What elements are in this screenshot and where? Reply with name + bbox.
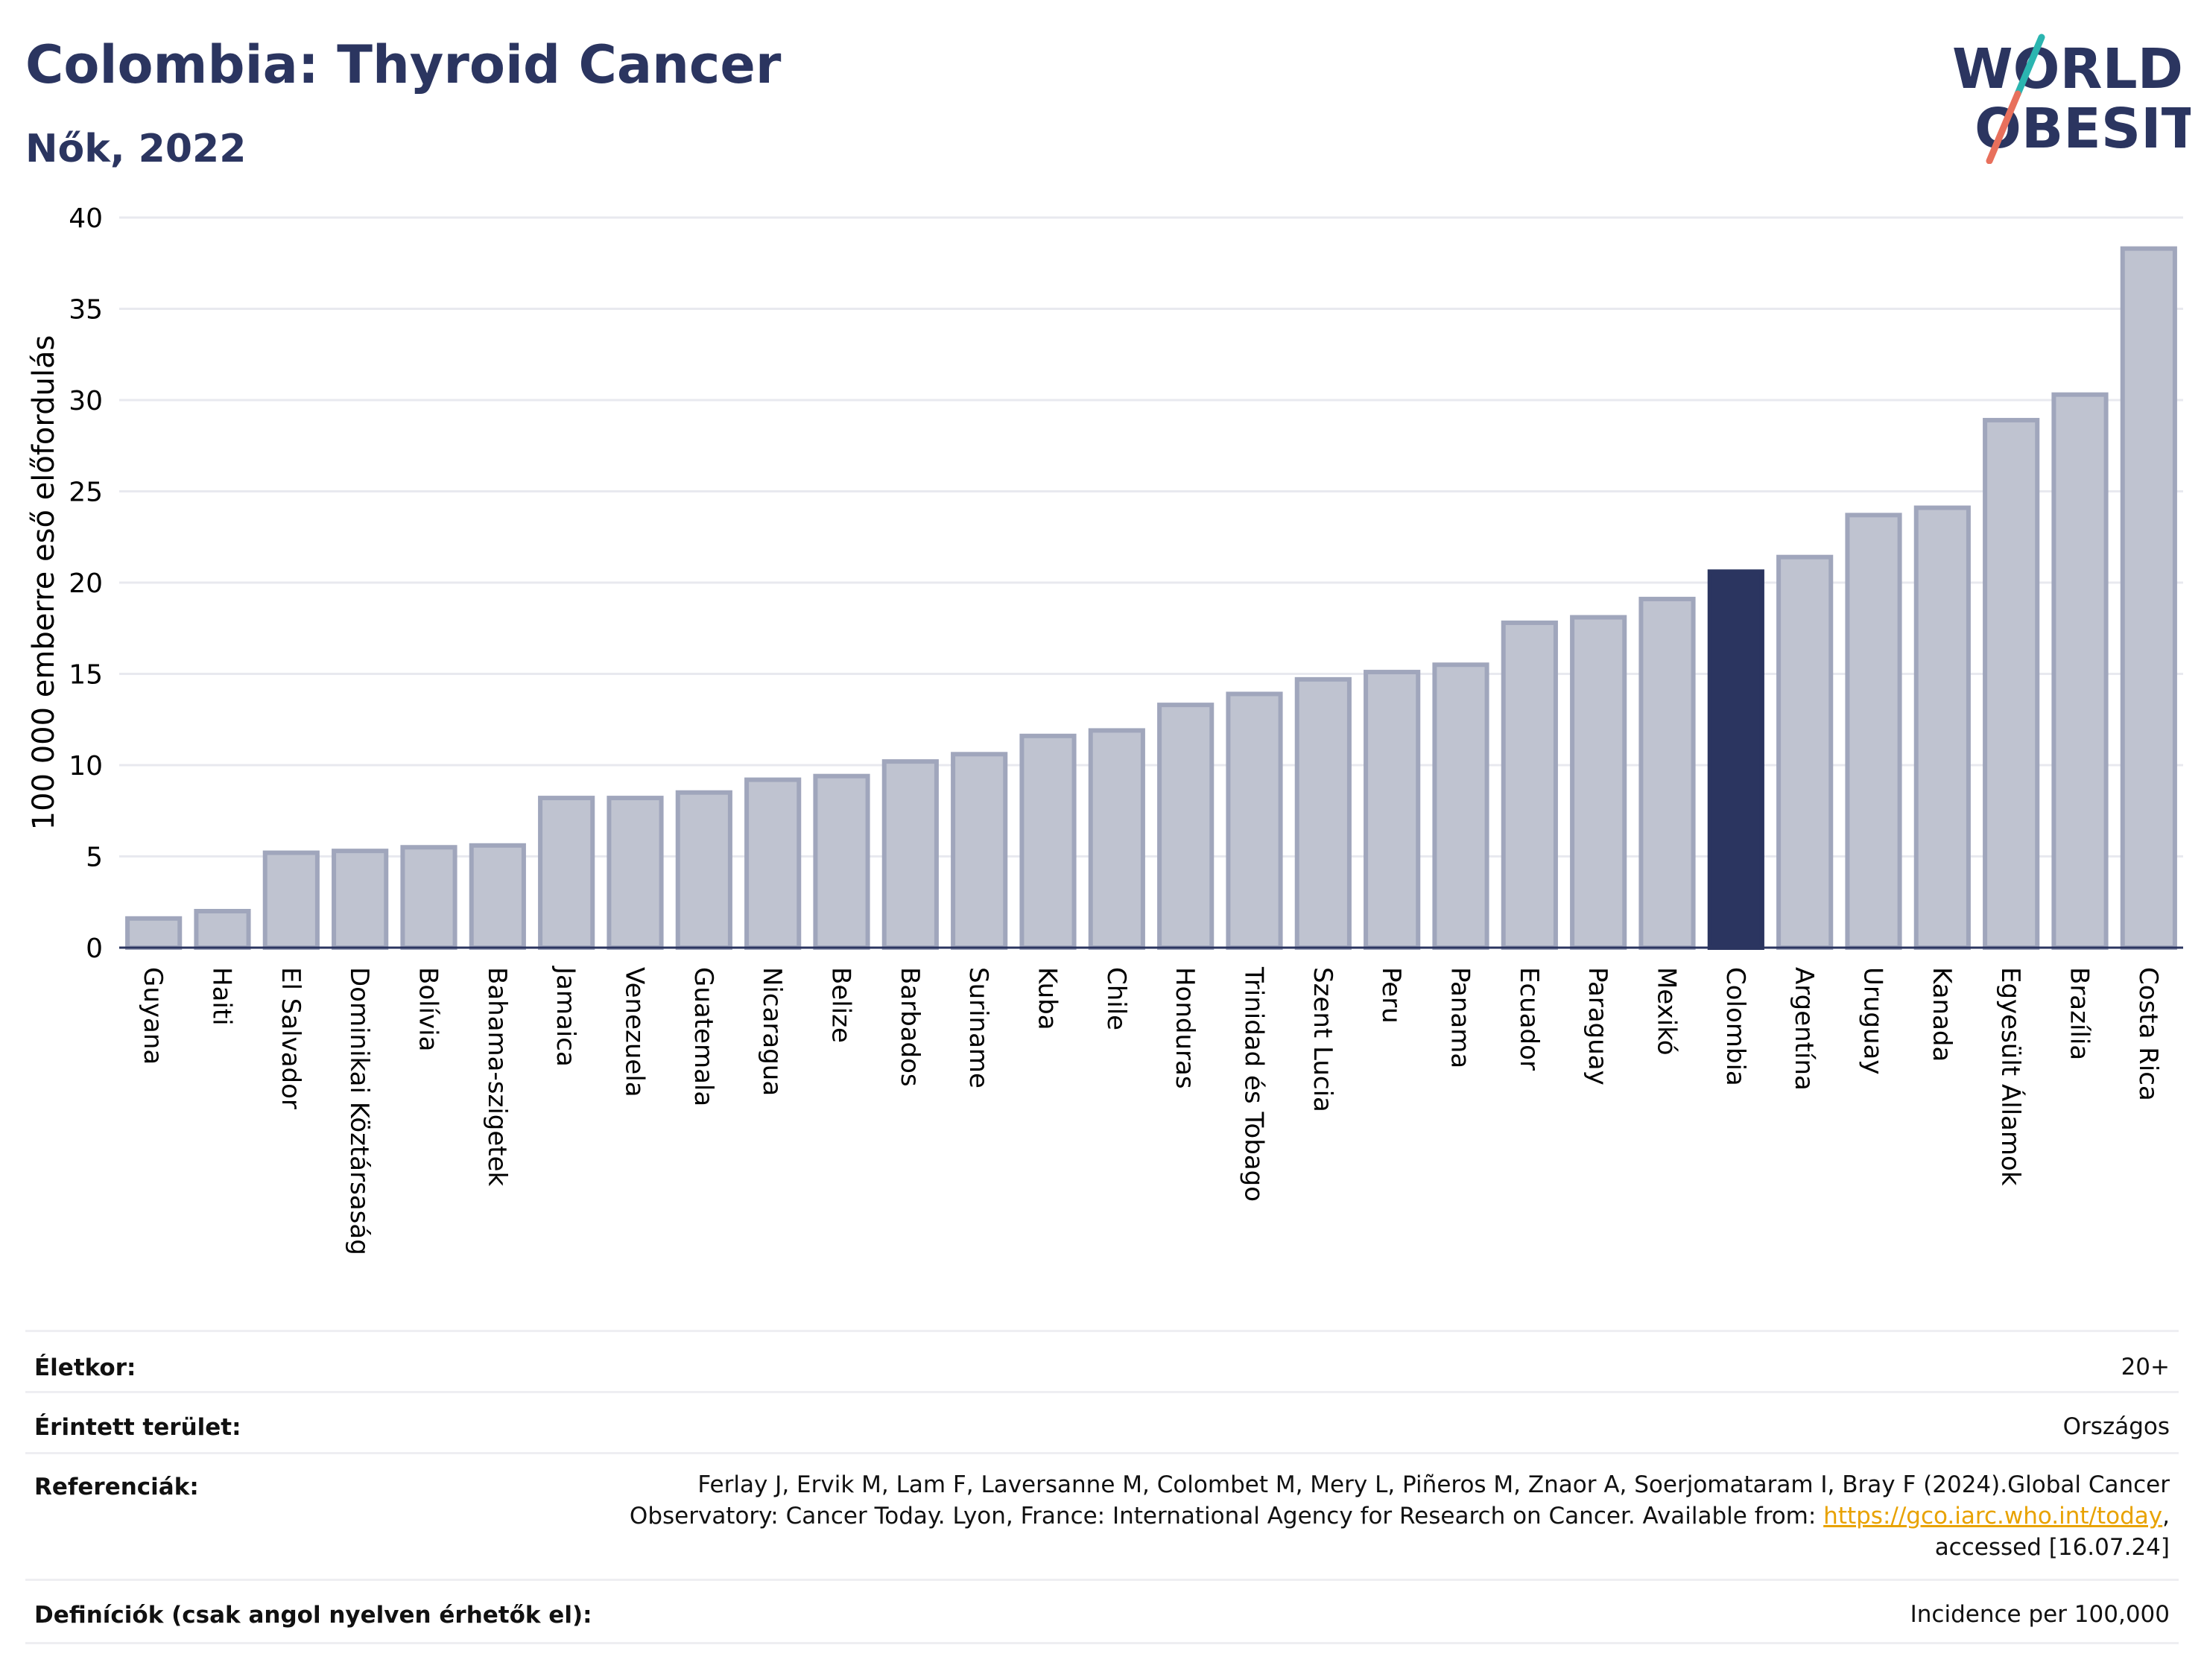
info-value-age: 20+ xyxy=(2121,1354,2170,1381)
x-category-label: Nicaragua xyxy=(757,967,787,1096)
bar-bahama-szigetek xyxy=(469,843,526,951)
y-tick-label: 20 xyxy=(69,568,103,599)
bar-uruguay xyxy=(1845,513,1902,950)
bar-costa-rica xyxy=(2120,246,2177,950)
logo-line1: WORLD xyxy=(1952,37,2183,101)
bar-kuba xyxy=(1019,733,1077,950)
x-category-label: Peru xyxy=(1376,967,1406,1024)
bar-peru xyxy=(1364,670,1421,950)
bar-szent-lucia xyxy=(1294,676,1352,950)
bar-paraguay xyxy=(1570,615,1627,950)
y-tick-label: 30 xyxy=(69,386,103,416)
bar-venezuela xyxy=(607,796,664,950)
x-category-label: Panama xyxy=(1445,967,1475,1068)
x-category-label: Egyesült Államok xyxy=(1995,967,2026,1186)
x-category-label: Venezuela xyxy=(620,967,650,1097)
bar-panama xyxy=(1432,662,1489,950)
y-tick-label: 15 xyxy=(69,660,103,691)
y-axis-label: 100 000 emberre eső előfordulás xyxy=(27,335,61,831)
bar-honduras xyxy=(1157,703,1215,951)
x-category-label: Haiti xyxy=(207,967,237,1026)
reference-accessed: , accessed [16.07.24] xyxy=(1934,1503,2170,1561)
chart-title: Colombia: Thyroid Cancer xyxy=(25,34,782,95)
y-tick-label: 25 xyxy=(69,478,103,508)
x-category-label: Szent Lucia xyxy=(1308,967,1337,1112)
x-category-label: Guyana xyxy=(138,967,168,1065)
x-category-label: Brazília xyxy=(2065,967,2094,1060)
y-tick-label: 5 xyxy=(86,843,103,873)
x-category-label: Chile xyxy=(1101,967,1131,1030)
x-category-label: Suriname xyxy=(963,967,993,1088)
x-axis-labels: Guyana Haiti El Salvador Dominikai Köztársa… xyxy=(138,966,2163,1255)
x-category-label: Dominikai Köztársaság xyxy=(344,967,374,1255)
bar-mexikó xyxy=(1638,597,1696,950)
info-table: Életkor: 20+ Érintett terület: Országos … xyxy=(25,1330,2179,1644)
x-category-label: Barbados xyxy=(895,967,925,1087)
bar-guatemala xyxy=(675,790,732,950)
info-value-area: Országos xyxy=(2062,1413,2170,1440)
bar-brazília xyxy=(2051,392,2109,950)
x-category-label: Bolívia xyxy=(414,967,443,1051)
x-category-label: Guatemala xyxy=(688,967,718,1106)
bar-chart: 0 5 10 15 20 25 30 35 40 Guyana Haiti El Salvador D… xyxy=(27,203,2183,1255)
info-value-definitions: Incidence per 100,000 xyxy=(1910,1601,2170,1628)
bar-haiti xyxy=(194,909,251,950)
y-tick-label: 0 xyxy=(86,933,103,964)
x-category-label: Paraguay xyxy=(1583,967,1612,1085)
bar-egyesült-államok xyxy=(1983,417,2040,950)
bar-kanada xyxy=(1913,505,1971,950)
chart-gridlines xyxy=(119,216,2183,858)
bar-argentína xyxy=(1776,554,1834,950)
world-obesity-logo: WORLD OBESITY xyxy=(1952,34,2191,164)
x-category-label: Belize xyxy=(826,967,856,1043)
bar-jamaica xyxy=(538,796,595,950)
y-tick-label: 10 xyxy=(69,751,103,782)
info-row-references: Referenciák: Ferlay J, Ervik M, Lam F, L… xyxy=(25,1452,2179,1579)
info-row-area: Érintett terület: Országos xyxy=(25,1391,2179,1453)
reference-link[interactable]: https://gco.iarc.who.int/today xyxy=(1823,1503,2163,1530)
info-label-references: Referenciák: xyxy=(34,1474,199,1500)
x-category-label: Uruguay xyxy=(1858,967,1888,1075)
bar-colombia xyxy=(1707,569,1764,950)
x-category-label: Honduras xyxy=(1170,967,1200,1089)
y-tick-label: 40 xyxy=(69,203,103,234)
bar-dominikai-köztársaság xyxy=(332,849,389,951)
bar-barbados xyxy=(881,759,939,950)
x-category-label: Jamaica xyxy=(551,966,580,1067)
x-category-label: Mexikó xyxy=(1652,967,1682,1056)
reference-text: Ferlay J, Ervik M, Lam F, Laversanne M, … xyxy=(629,1471,2170,1530)
bar-ecuador xyxy=(1501,620,1558,951)
bar-belize xyxy=(813,773,870,950)
x-category-label: Argentína xyxy=(1789,967,1819,1091)
bar-nicaragua xyxy=(744,777,802,950)
chart-bars xyxy=(125,246,2177,951)
bar-el-salvador xyxy=(262,850,320,950)
info-label-area: Érintett terület: xyxy=(34,1414,241,1441)
chart-subtitle: Nők, 2022 xyxy=(25,127,247,171)
x-category-label: Ecuador xyxy=(1514,967,1544,1071)
info-value-references: Ferlay J, Ervik M, Lam F, Laversanne M, … xyxy=(590,1469,2170,1563)
x-category-label: Trinidad és Tobago xyxy=(1239,966,1269,1202)
x-category-label: Costa Rica xyxy=(2133,967,2163,1101)
x-category-label: Kuba xyxy=(1033,967,1063,1030)
x-category-label: Colombia xyxy=(1720,967,1750,1086)
bar-bolívia xyxy=(400,845,457,950)
info-row-age: Életkor: 20+ xyxy=(25,1330,2179,1392)
y-axis-ticks: 0 5 10 15 20 25 30 35 40 xyxy=(69,203,103,964)
bar-guyana xyxy=(125,916,183,951)
info-label-age: Életkor: xyxy=(34,1354,136,1381)
bar-trinidad-és-tobago xyxy=(1226,691,1283,950)
y-tick-label: 35 xyxy=(69,295,103,326)
info-row-definitions: Definíciók (csak angol nyelven érhetők e… xyxy=(25,1579,2179,1644)
x-category-label: Bahama-szigetek xyxy=(482,967,512,1187)
bar-suriname xyxy=(951,752,1008,950)
x-category-label: Kanada xyxy=(1927,967,1957,1062)
info-label-definitions: Definíciók (csak angol nyelven érhetők e… xyxy=(34,1602,592,1629)
x-category-label: El Salvador xyxy=(276,967,305,1109)
bar-chile xyxy=(1088,728,1145,950)
